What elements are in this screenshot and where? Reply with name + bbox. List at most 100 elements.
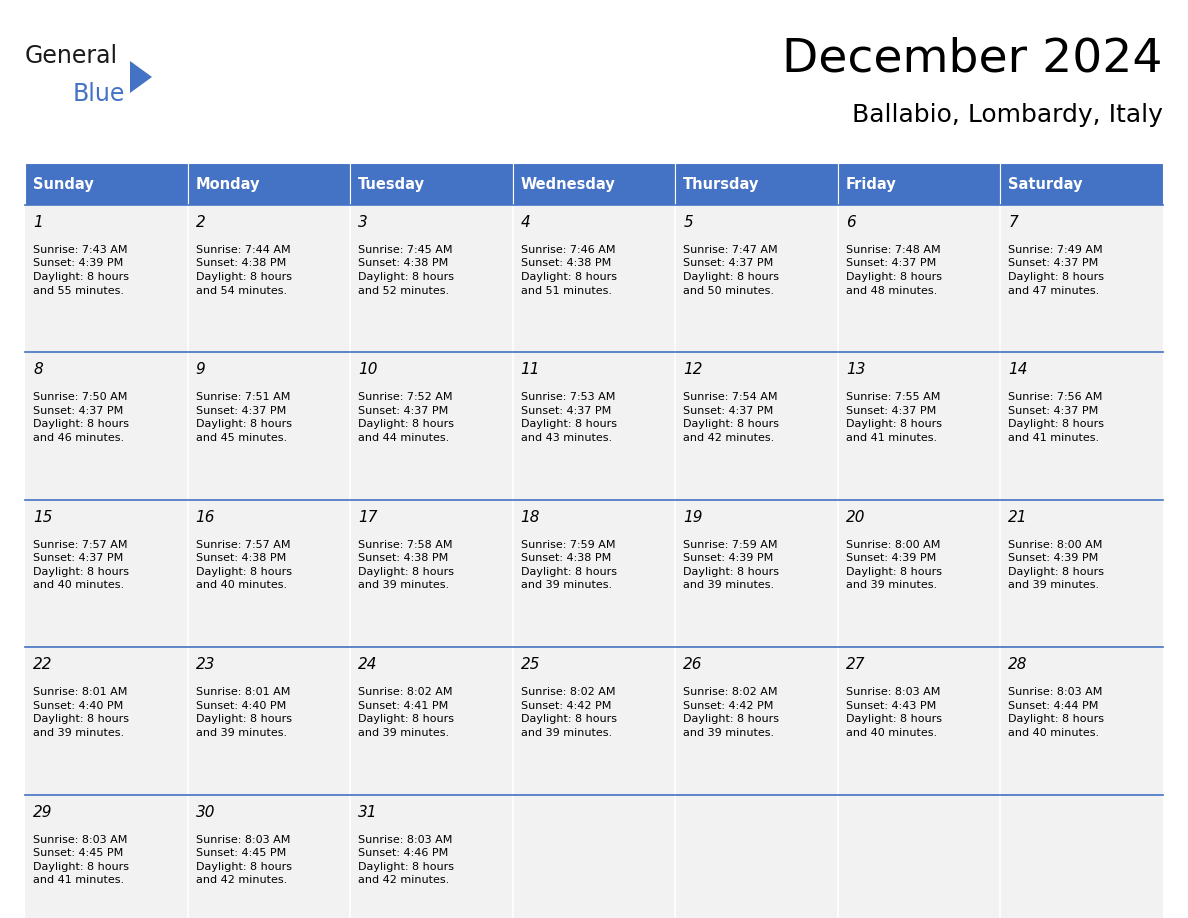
Text: Sunset: 4:37 PM: Sunset: 4:37 PM [846, 259, 936, 268]
Text: December 2024: December 2024 [783, 36, 1163, 81]
Text: Sunset: 4:40 PM: Sunset: 4:40 PM [196, 700, 286, 711]
Bar [838, 353, 1000, 499]
Text: and 39 minutes.: and 39 minutes. [846, 580, 937, 590]
Text: and 42 minutes.: and 42 minutes. [358, 875, 449, 885]
Bar [1000, 647, 1163, 795]
Text: 26: 26 [683, 657, 703, 672]
Bar [1000, 163, 1163, 205]
Text: Sunrise: 7:47 AM: Sunrise: 7:47 AM [683, 245, 778, 255]
Text: Sunrise: 8:03 AM: Sunrise: 8:03 AM [358, 834, 453, 845]
Bar [675, 795, 838, 918]
Text: Sunrise: 7:51 AM: Sunrise: 7:51 AM [196, 392, 290, 402]
Text: Daylight: 8 hours: Daylight: 8 hours [33, 420, 129, 430]
Text: Sunset: 4:37 PM: Sunset: 4:37 PM [1009, 259, 1099, 268]
Text: Daylight: 8 hours: Daylight: 8 hours [196, 714, 291, 724]
Text: Sunset: 4:37 PM: Sunset: 4:37 PM [358, 406, 448, 416]
Bar [1000, 353, 1163, 499]
Bar [513, 499, 675, 647]
Bar [675, 205, 838, 353]
Bar [513, 205, 675, 353]
Text: Daylight: 8 hours: Daylight: 8 hours [196, 420, 291, 430]
Text: 12: 12 [683, 363, 703, 377]
Text: Daylight: 8 hours: Daylight: 8 hours [683, 420, 779, 430]
Bar [188, 499, 350, 647]
Text: 9: 9 [196, 363, 206, 377]
Text: and 41 minutes.: and 41 minutes. [846, 433, 937, 442]
Bar [350, 353, 513, 499]
Text: and 39 minutes.: and 39 minutes. [33, 728, 124, 738]
Text: Sunset: 4:45 PM: Sunset: 4:45 PM [33, 848, 124, 858]
Text: 10: 10 [358, 363, 378, 377]
Text: and 39 minutes.: and 39 minutes. [1009, 580, 1100, 590]
Text: Sunset: 4:37 PM: Sunset: 4:37 PM [33, 406, 124, 416]
Text: Daylight: 8 hours: Daylight: 8 hours [1009, 714, 1105, 724]
Text: Sunset: 4:38 PM: Sunset: 4:38 PM [520, 259, 611, 268]
Text: and 39 minutes.: and 39 minutes. [196, 728, 286, 738]
Text: 8: 8 [33, 363, 43, 377]
Text: and 43 minutes.: and 43 minutes. [520, 433, 612, 442]
Text: Thursday: Thursday [683, 176, 759, 192]
Text: Sunrise: 8:01 AM: Sunrise: 8:01 AM [196, 688, 290, 697]
Text: Daylight: 8 hours: Daylight: 8 hours [520, 566, 617, 577]
Text: Tuesday: Tuesday [358, 176, 425, 192]
Bar [25, 205, 188, 353]
Text: 22: 22 [33, 657, 52, 672]
Text: Sunrise: 8:02 AM: Sunrise: 8:02 AM [683, 688, 778, 697]
Text: and 45 minutes.: and 45 minutes. [196, 433, 286, 442]
Text: 13: 13 [846, 363, 865, 377]
Text: and 39 minutes.: and 39 minutes. [358, 728, 449, 738]
Text: 20: 20 [846, 509, 865, 525]
Bar [188, 647, 350, 795]
Text: Sunrise: 7:48 AM: Sunrise: 7:48 AM [846, 245, 941, 255]
Bar [188, 353, 350, 499]
Bar [1000, 499, 1163, 647]
Text: Daylight: 8 hours: Daylight: 8 hours [196, 862, 291, 871]
Text: 7: 7 [1009, 215, 1018, 230]
Text: Sunrise: 8:00 AM: Sunrise: 8:00 AM [1009, 540, 1102, 550]
Text: Sunset: 4:37 PM: Sunset: 4:37 PM [683, 406, 773, 416]
Text: 4: 4 [520, 215, 531, 230]
Text: Sunset: 4:45 PM: Sunset: 4:45 PM [196, 848, 286, 858]
Bar [25, 647, 188, 795]
Text: Sunrise: 7:59 AM: Sunrise: 7:59 AM [683, 540, 778, 550]
Text: Sunrise: 7:55 AM: Sunrise: 7:55 AM [846, 392, 940, 402]
Text: Daylight: 8 hours: Daylight: 8 hours [196, 566, 291, 577]
Text: Sunrise: 8:01 AM: Sunrise: 8:01 AM [33, 688, 127, 697]
Text: Daylight: 8 hours: Daylight: 8 hours [33, 862, 129, 871]
Text: and 42 minutes.: and 42 minutes. [683, 433, 775, 442]
Text: Daylight: 8 hours: Daylight: 8 hours [358, 272, 454, 282]
Bar [675, 163, 838, 205]
Text: 11: 11 [520, 363, 541, 377]
Text: 17: 17 [358, 509, 378, 525]
Text: Sunset: 4:39 PM: Sunset: 4:39 PM [683, 554, 773, 564]
Text: Daylight: 8 hours: Daylight: 8 hours [358, 420, 454, 430]
Text: 6: 6 [846, 215, 855, 230]
Text: Saturday: Saturday [1009, 176, 1083, 192]
Text: Daylight: 8 hours: Daylight: 8 hours [33, 714, 129, 724]
Text: and 40 minutes.: and 40 minutes. [33, 580, 124, 590]
Text: Daylight: 8 hours: Daylight: 8 hours [358, 566, 454, 577]
Text: 23: 23 [196, 657, 215, 672]
Text: Sunrise: 7:56 AM: Sunrise: 7:56 AM [1009, 392, 1102, 402]
Bar [350, 499, 513, 647]
Bar [675, 647, 838, 795]
Bar [838, 499, 1000, 647]
Text: Sunrise: 8:03 AM: Sunrise: 8:03 AM [1009, 688, 1102, 697]
Text: Daylight: 8 hours: Daylight: 8 hours [33, 272, 129, 282]
Text: Sunset: 4:37 PM: Sunset: 4:37 PM [520, 406, 611, 416]
Text: Sunrise: 7:54 AM: Sunrise: 7:54 AM [683, 392, 778, 402]
Text: Sunset: 4:39 PM: Sunset: 4:39 PM [33, 259, 124, 268]
Text: Sunset: 4:40 PM: Sunset: 4:40 PM [33, 700, 124, 711]
Polygon shape [129, 61, 152, 93]
Text: Sunset: 4:37 PM: Sunset: 4:37 PM [846, 406, 936, 416]
Text: Sunrise: 7:57 AM: Sunrise: 7:57 AM [33, 540, 127, 550]
Bar [188, 795, 350, 918]
Bar [1000, 795, 1163, 918]
Text: Sunset: 4:37 PM: Sunset: 4:37 PM [1009, 406, 1099, 416]
Text: and 39 minutes.: and 39 minutes. [683, 728, 775, 738]
Text: Blue: Blue [72, 82, 126, 106]
Bar [25, 163, 188, 205]
Text: Daylight: 8 hours: Daylight: 8 hours [520, 714, 617, 724]
Text: 19: 19 [683, 509, 703, 525]
Text: Daylight: 8 hours: Daylight: 8 hours [846, 566, 942, 577]
